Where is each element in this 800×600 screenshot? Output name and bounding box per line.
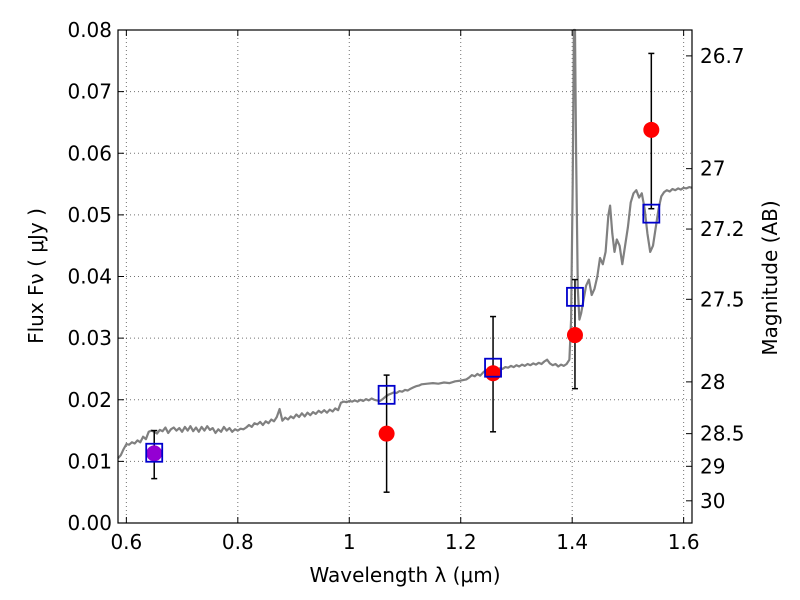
model-point — [377, 384, 396, 405]
y-tick-label: 0.08 — [67, 18, 112, 42]
x-tick-label: 0.8 — [222, 530, 254, 554]
y2-tick-label: 28.5 — [700, 422, 745, 446]
x-tick-label: 1.4 — [556, 530, 588, 554]
y-tick-label: 0.00 — [67, 511, 112, 535]
y-tick-label: 0.02 — [67, 388, 112, 412]
spectrum-series — [117, 28, 693, 460]
model-point — [566, 286, 584, 307]
spectrum-line — [117, 28, 693, 460]
y2-tick-label: 27.2 — [700, 217, 745, 241]
errorbar-series — [151, 52, 655, 493]
y-axis-ticks: 0.00 0.01 0.02 0.03 0.04 0.05 0.06 0.07 0.08 — [67, 18, 124, 535]
y-tick-label: 0.04 — [67, 265, 112, 289]
y2-tick-label: 28 — [700, 370, 725, 394]
model-series — [145, 203, 661, 463]
model-point — [145, 442, 164, 463]
observed-point — [378, 425, 395, 442]
y-tick-label: 0.05 — [67, 203, 112, 227]
grid-lines — [118, 29, 692, 524]
y-tick-label: 0.06 — [67, 141, 112, 165]
x-tick-label: 1.6 — [668, 530, 700, 554]
x-tick-label: 0.6 — [110, 530, 142, 554]
y-tick-label: 0.03 — [67, 326, 112, 350]
y-tick-label: 0.01 — [67, 449, 112, 473]
y2-tick-label: 27 — [700, 157, 725, 181]
observed-point — [485, 365, 502, 382]
x-axis-label: Wavelength λ (μm) — [309, 563, 500, 587]
observed-point — [146, 445, 163, 462]
y2-tick-label: 26.7 — [700, 44, 745, 68]
y-tick-label: 0.07 — [67, 80, 112, 104]
y2-axis-label: Magnitude (AB) — [758, 200, 782, 355]
x-tick-label: 1 — [343, 530, 356, 554]
observed-point — [643, 121, 660, 138]
model-point — [642, 203, 661, 224]
x-axis-ticks: 0.6 0.8 1 1.2 1.4 1.6 — [110, 30, 700, 554]
y2-tick-label: 30 — [700, 489, 725, 513]
observed-point — [566, 327, 583, 344]
plot-frame — [117, 29, 693, 524]
y2-axis-ticks: 26.7 27 27.2 27.5 28 28.5 29 30 — [686, 44, 745, 513]
x-tick-label: 1.2 — [445, 530, 477, 554]
y2-tick-label: 29 — [700, 454, 725, 478]
model-point — [484, 357, 502, 378]
y-axis-label: Flux Fν ( μJy ) — [24, 208, 48, 344]
observed-series — [146, 121, 660, 462]
y2-tick-label: 27.5 — [700, 287, 745, 311]
